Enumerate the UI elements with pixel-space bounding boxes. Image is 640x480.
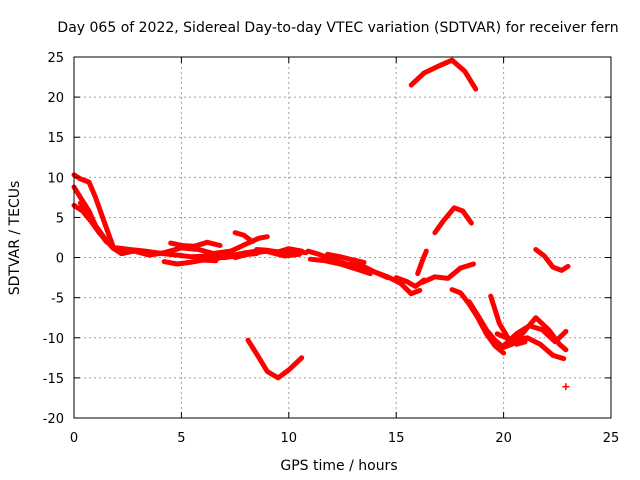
- trace-arc-29: [533, 247, 571, 273]
- y-tick-label: 10: [47, 171, 64, 186]
- x-tick-label: 10: [281, 431, 298, 446]
- y-axis-label: SDTVAR / TECUs: [7, 181, 23, 296]
- trace-arc-16: [325, 251, 367, 265]
- trace-arc-28: [511, 335, 567, 362]
- y-tick-label: -10: [43, 332, 64, 347]
- trace-arc-12: [232, 230, 255, 244]
- trace-arc-1: [71, 172, 116, 248]
- marker-point-1: [562, 383, 570, 391]
- y-tick-label: -15: [43, 372, 64, 387]
- x-tick-label: 5: [177, 431, 185, 446]
- trace-arc-8: [161, 257, 219, 267]
- y-tick-label: -5: [51, 292, 64, 307]
- trace-arc-7: [168, 239, 223, 249]
- chart-title: Day 065 of 2022, Sidereal Day-to-day VTE…: [57, 20, 618, 36]
- trace-arc-11: [254, 246, 305, 255]
- x-tick-label: 0: [70, 431, 78, 446]
- trace-arc-13: [245, 337, 305, 381]
- data-layer: [71, 57, 571, 391]
- y-tick-label: 25: [47, 51, 64, 66]
- trace-arc-21: [408, 57, 479, 92]
- trace-arc-22: [432, 205, 474, 236]
- tick-layer: 0 5 10 15 20 25 25 20 15 10 5 0 -5 -10 -15 -20: [43, 51, 620, 446]
- trace-arc-27: [501, 323, 569, 349]
- x-tick-label: 25: [603, 431, 620, 446]
- y-tick-label: 15: [47, 131, 64, 146]
- y-tick-label: 0: [56, 252, 64, 267]
- x-tick-label: 20: [495, 431, 512, 446]
- y-tick-label: 5: [56, 211, 64, 226]
- x-tick-label: 15: [388, 431, 405, 446]
- plot-frame: [73, 56, 612, 419]
- trace-arc-20: [419, 261, 476, 285]
- y-tick-label: 20: [47, 91, 64, 106]
- x-axis-label: GPS time / hours: [280, 458, 397, 474]
- trace-arc-19: [415, 248, 429, 277]
- trace-arc-15: [307, 256, 373, 277]
- trace-arc-4: [77, 200, 120, 252]
- trace-arc-17: [372, 269, 423, 297]
- y-tick-label: -20: [43, 412, 64, 427]
